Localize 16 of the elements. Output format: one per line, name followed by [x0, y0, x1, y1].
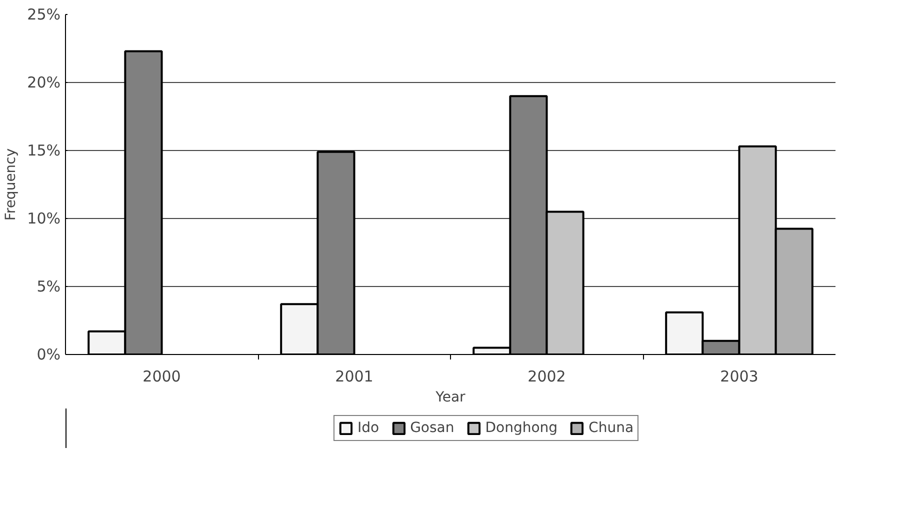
x-tick-label: 2001: [335, 368, 374, 386]
y-tick-label: 5%: [36, 278, 60, 296]
legend-label: Ido: [357, 420, 380, 436]
y-tick-label: 25%: [27, 6, 61, 24]
y-tick-label: 20%: [27, 74, 61, 92]
y-tick-label: 0%: [36, 346, 60, 364]
y-tick-label: 15%: [27, 142, 61, 160]
y-axis-title: Frequency: [3, 148, 20, 221]
x-tick-label: 2002: [528, 368, 566, 386]
x-tick-label: 2003: [720, 368, 758, 386]
x-axis-title: Year: [434, 390, 466, 406]
legend-label: Chuna: [588, 420, 634, 436]
legend-label: Donghong: [485, 420, 558, 436]
legend-label: Gosan: [410, 420, 454, 436]
y-tick-label: 10%: [27, 210, 61, 228]
x-tick-label: 2000: [142, 368, 181, 386]
